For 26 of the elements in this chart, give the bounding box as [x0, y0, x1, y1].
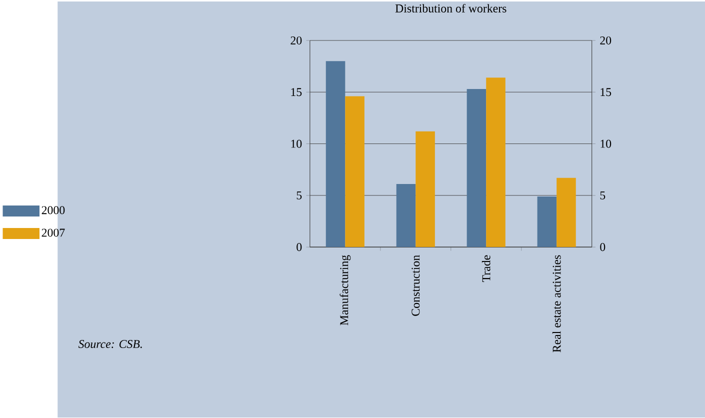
legend-label: 2007 [42, 228, 65, 237]
bar [326, 61, 346, 248]
y-tick-label: 0 [600, 243, 606, 252]
x-tick-label: Real estate activities [552, 256, 561, 353]
bar [416, 132, 435, 248]
y-tick-label: 5 [600, 192, 606, 200]
source-note: Source: CSB. [78, 340, 142, 348]
bar [537, 196, 557, 248]
bar [345, 96, 364, 248]
y2-tick-label: 10 [291, 140, 302, 148]
x-tick-label: Manufacturing [340, 255, 351, 326]
y-tick-label: 15 [600, 88, 612, 96]
bar [466, 89, 486, 248]
x-tick-label: Trade [482, 256, 490, 282]
y2-tick-label: 20 [290, 36, 302, 45]
y-tick-label: 20 [600, 36, 612, 45]
y-tick-label: 10 [600, 140, 612, 148]
bar [486, 78, 506, 248]
x-tick-label: Construction [412, 255, 420, 316]
y2-tick-label: 5 [296, 192, 302, 200]
legend-label: 2000 [42, 206, 65, 214]
bar [556, 178, 576, 248]
bar [396, 184, 416, 248]
y2-tick-label: 0 [296, 243, 302, 252]
chart-title: Distribution of workers [395, 4, 506, 13]
y2-tick-label: 15 [291, 88, 302, 96]
